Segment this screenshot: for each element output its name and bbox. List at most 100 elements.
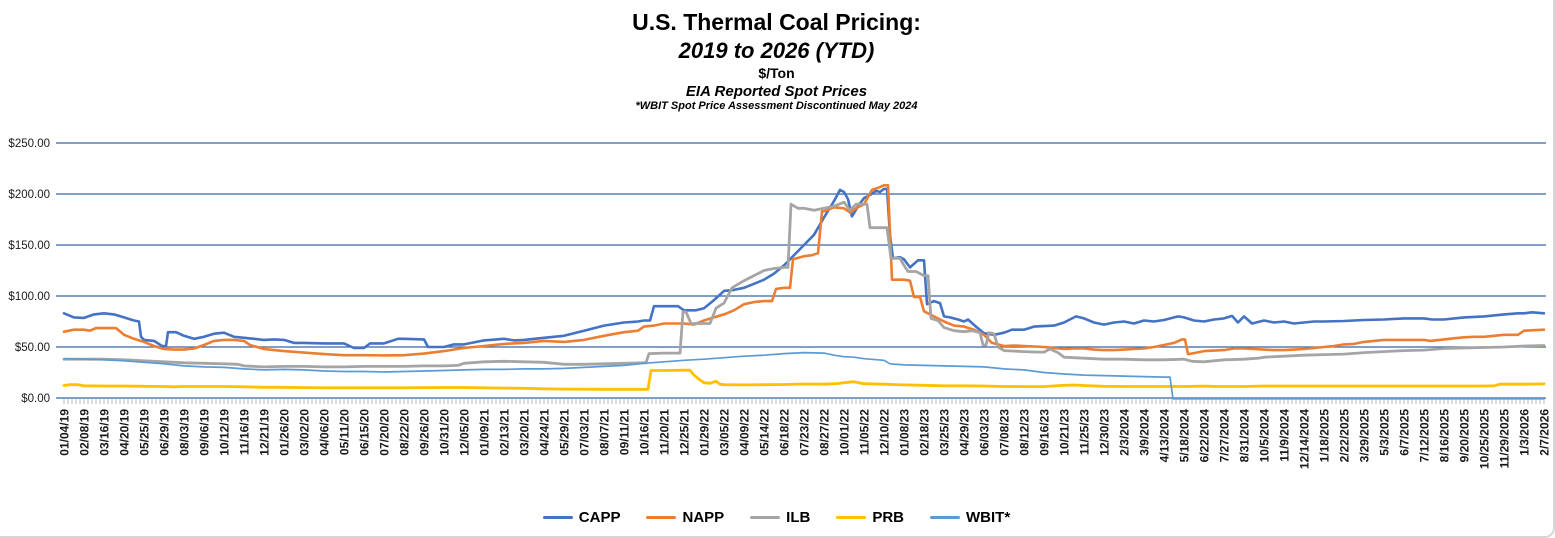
x-axis-label: 03/05/22 — [718, 409, 732, 456]
x-axis-label: 10/25/2025 — [1478, 409, 1492, 469]
x-axis-label: 06/15/20 — [358, 409, 372, 456]
legend-label: PRB — [872, 509, 905, 526]
x-axis-label: 07/03/21 — [578, 409, 592, 456]
chart-unit-label: $/Ton — [758, 65, 795, 82]
legend-label: NAPP — [682, 509, 725, 526]
y-axis-label: $250.00 — [8, 138, 50, 150]
series-line-PRB — [62, 368, 1546, 391]
x-axis-label: 2/3/2024 — [1118, 409, 1132, 456]
x-axis-label: 5/3/2025 — [1378, 409, 1392, 456]
x-axis-label: 03/02/20 — [298, 409, 312, 456]
x-axis-label: 6/22/2024 — [1198, 409, 1212, 463]
x-axis-label: 7/27/2024 — [1218, 409, 1232, 463]
x-axis-label: 06/18/22 — [778, 409, 792, 456]
x-axis-label: 5/18/2024 — [1178, 409, 1192, 463]
x-axis-label: 07/08/23 — [998, 409, 1012, 456]
series-line-WBIT — [63, 351, 1545, 400]
x-axis-label: 08/07/21 — [598, 409, 612, 456]
x-axis-label: 12/05/20 — [458, 409, 472, 456]
x-axis-label: 11/16/19 — [238, 409, 252, 455]
x-axis-label: 04/20/19 — [118, 409, 132, 456]
x-axis-label: 2/22/2025 — [1338, 409, 1352, 463]
series-line-ILB — [62, 200, 1546, 369]
legend-label: WBIT* — [966, 509, 1011, 526]
x-axis-label: 03/20/21 — [518, 409, 532, 456]
chart-header: U.S. Thermal Coal Pricing: 2019 to 2026 … — [0, 8, 1553, 113]
legend-item-WBIT: WBIT* — [930, 509, 1010, 526]
x-axis-label: 09/06/19 — [198, 409, 212, 456]
x-axis-label: 10/01/22 — [838, 409, 852, 456]
legend-item-NAPP: NAPP — [646, 509, 724, 526]
legend-item-CAPP: CAPP — [542, 509, 621, 526]
y-axis-label: $50.00 — [15, 342, 50, 354]
x-axis-label: 3/29/2025 — [1358, 409, 1372, 463]
price-chart-plot: $0.00 $50.00 $100.00 $150.00 $200.00 $250.00 0… — [8, 138, 1552, 469]
legend-swatch — [836, 516, 867, 519]
x-axis-label: 01/29/22 — [698, 409, 712, 456]
x-axis-label: 1/3/2026 — [1518, 409, 1532, 456]
legend-swatch — [542, 516, 573, 519]
x-axis-label: 6/7/2025 — [1398, 409, 1412, 456]
x-axis-label: 01/04/19 — [58, 409, 72, 456]
x-axis-label: 10/12/19 — [218, 409, 232, 456]
x-axis-label: 02/18/23 — [918, 409, 932, 456]
x-axis-label: 09/26/20 — [418, 409, 432, 456]
x-axis-label: 8/16/2025 — [1438, 409, 1452, 463]
x-axis-label: 01/08/23 — [898, 409, 912, 456]
legend-swatch — [646, 516, 677, 519]
x-axis-label: 08/12/23 — [1018, 409, 1032, 456]
chart-subtitle: 2019 to 2026 (YTD) — [678, 37, 875, 63]
x-axis-label: 03/16/19 — [98, 409, 112, 456]
x-axis-label: 08/27/22 — [818, 409, 832, 456]
chart-title: U.S. Thermal Coal Pricing: — [632, 9, 921, 35]
x-axis-label: 04/09/22 — [738, 409, 752, 456]
x-axis-label: 3/9/2024 — [1138, 409, 1152, 456]
x-axis-label: 12/30/23 — [1098, 409, 1112, 456]
x-axis-label: 12/25/21 — [678, 409, 692, 456]
x-axis-label: 12/10/22 — [878, 409, 892, 456]
series-line-CAPP — [62, 187, 1546, 350]
legend-item-ILB: ILB — [750, 509, 810, 526]
y-axis-label: $150.00 — [8, 240, 50, 252]
x-axis-label: 2/7/2026 — [1538, 409, 1552, 456]
x-axis-label: 06/29/19 — [158, 409, 172, 456]
chart-footnote: *WBIT Spot Price Assessment Discontinued… — [635, 100, 918, 113]
x-axis-label: 05/25/19 — [138, 409, 152, 456]
x-axis-label: 1/18/2025 — [1318, 409, 1332, 463]
x-axis-label: 07/23/22 — [798, 409, 812, 456]
chart-source-label: EIA Reported Spot Prices — [685, 82, 868, 100]
x-axis-label: 11/20/21 — [658, 409, 672, 455]
x-axis-label: 11/29/2025 — [1498, 409, 1512, 469]
x-axis-label: 08/22/20 — [398, 409, 412, 456]
x-axis-label: 05/29/21 — [558, 409, 572, 456]
x-axis-label: 4/13/2024 — [1158, 409, 1172, 463]
x-axis-label: 02/08/19 — [78, 409, 92, 456]
x-axis-label: 01/26/20 — [278, 409, 292, 456]
y-axis-label: $0.00 — [21, 393, 50, 405]
x-axis-label: 09/11/21 — [618, 409, 632, 455]
x-axis-label: 10/21/23 — [1058, 409, 1072, 456]
x-axis-label: 11/25/23 — [1078, 409, 1092, 455]
legend-item-PRB: PRB — [836, 509, 904, 526]
legend-label: CAPP — [578, 509, 621, 526]
x-axis-label: 10/31/20 — [438, 409, 452, 456]
x-axis-label: 03/25/23 — [938, 409, 952, 456]
x-axis-label: 04/06/20 — [318, 409, 332, 456]
x-axis-label: 05/14/22 — [758, 409, 772, 456]
chart-legend: CAPP NAPP ILB PRB WBIT* — [0, 509, 1553, 526]
y-axis-label: $100.00 — [8, 291, 50, 303]
y-axis-label: $200.00 — [8, 189, 50, 201]
x-axis-label: 11/9/2024 — [1278, 409, 1292, 462]
legend-label: ILB — [786, 509, 811, 526]
x-axis-label: 10/16/21 — [638, 409, 652, 456]
x-axis-label: 02/13/21 — [498, 409, 512, 456]
x-axis-label: 04/29/23 — [958, 409, 972, 456]
x-axis-label: 06/03/23 — [978, 409, 992, 456]
x-axis-label: 09/16/23 — [1038, 409, 1052, 456]
legend-swatch — [750, 516, 781, 519]
x-axis-label: 05/11/20 — [338, 409, 352, 455]
legend-swatch — [930, 516, 961, 519]
x-axis-label: 8/31/2024 — [1238, 409, 1252, 463]
x-axis-label: 01/09/21 — [478, 409, 492, 456]
